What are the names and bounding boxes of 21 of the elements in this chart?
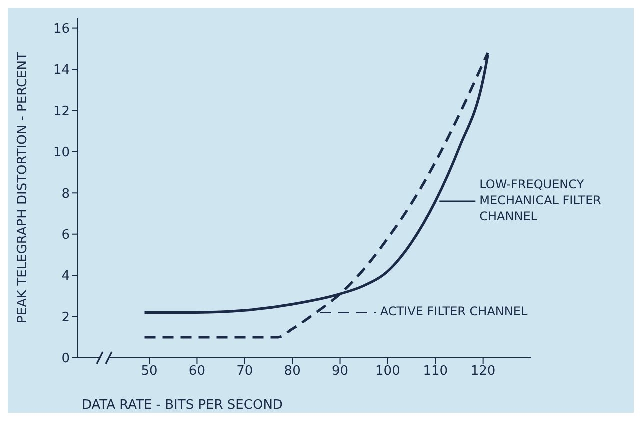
y-tick-label: 2 bbox=[62, 310, 70, 326]
y-tick-label: 0 bbox=[62, 352, 70, 367]
y-tick-label: 16 bbox=[53, 22, 70, 37]
y-axis-title: PEAK TELEGRAPH DISTORTION - PERCENT bbox=[16, 52, 31, 324]
x-axis-title: DATA RATE - BITS PER SECOND bbox=[82, 398, 283, 413]
x-tick-label: 120 bbox=[470, 364, 496, 380]
legend-label: ACTIVE FILTER CHANNEL bbox=[380, 304, 528, 319]
y-tick-label: 4 bbox=[62, 269, 70, 284]
x-tick-label: 90 bbox=[332, 364, 349, 380]
y-tick-label: 10 bbox=[53, 146, 70, 161]
x-tick-label: 50 bbox=[141, 364, 158, 380]
x-tick-label: 70 bbox=[236, 364, 254, 380]
y-tick-label: 14 bbox=[53, 63, 70, 78]
x-tick-label: 80 bbox=[284, 364, 301, 380]
y-tick-label: 6 bbox=[62, 228, 70, 243]
y-tick-label: 8 bbox=[62, 186, 70, 202]
x-tick-label: 110 bbox=[423, 364, 448, 380]
x-tick-label: 100 bbox=[376, 364, 400, 380]
x-tick-label: 60 bbox=[188, 364, 206, 380]
y-tick-label: 12 bbox=[53, 104, 70, 120]
legend-label: LOW-FREQUENCY MECHANICAL FILTER CHANNEL bbox=[480, 178, 602, 224]
